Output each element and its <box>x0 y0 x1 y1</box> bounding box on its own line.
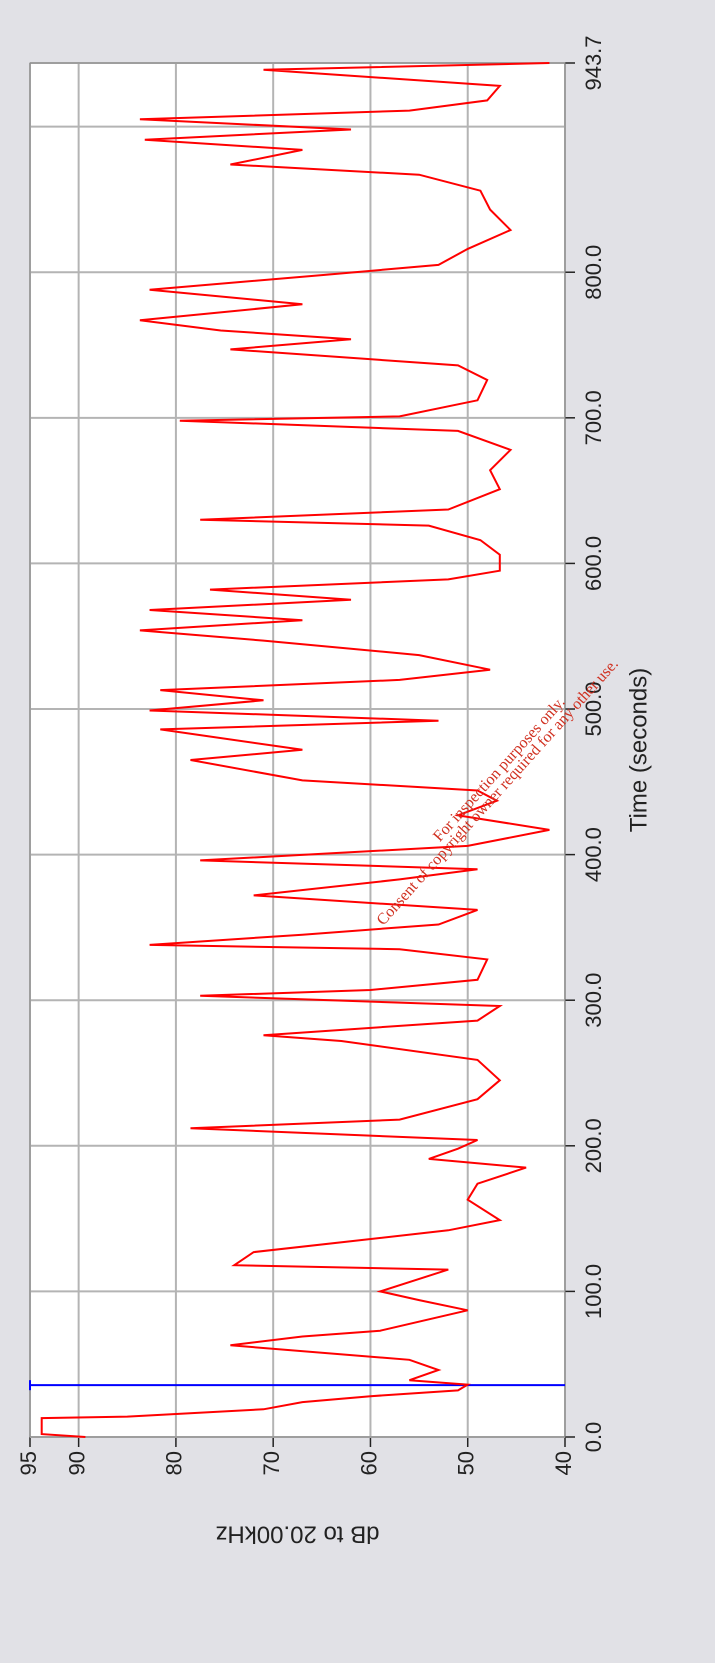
series-line <box>40 62 550 1438</box>
x-tick-label: 400.0 <box>581 827 606 882</box>
x-tick-label: 300.0 <box>581 973 606 1028</box>
x-tick-label: 500.0 <box>581 681 606 736</box>
rotated-plot: 40 50 60 70 80 90 95 0.0 100.0 200.0 300.0 400.0 500… <box>16 35 653 1547</box>
y-axis-label: dB to 20.00kHz <box>215 1521 379 1548</box>
y-tick-label: 80 <box>162 1451 187 1475</box>
x-tick-label: 600.0 <box>581 536 606 591</box>
plot-frame <box>29 62 566 1438</box>
y-tick-label: 40 <box>551 1451 576 1475</box>
y-tick-label: 60 <box>356 1451 381 1475</box>
x-tick-label: 200.0 <box>581 1118 606 1173</box>
x-tick-label: 943.7 <box>581 35 606 90</box>
y-tick-label: 50 <box>454 1451 479 1475</box>
x-tick-label: 100.0 <box>581 1264 606 1319</box>
x-axis-label: Time (seconds) <box>625 668 652 832</box>
y-tick-label: 90 <box>64 1451 89 1475</box>
x-tick-label: 800.0 <box>581 245 606 300</box>
y-tick-label: 70 <box>259 1451 284 1475</box>
y-tick-label: 95 <box>16 1451 41 1475</box>
x-tick-label: 700.0 <box>581 390 606 445</box>
x-tick-label: 0.0 <box>581 1422 606 1453</box>
